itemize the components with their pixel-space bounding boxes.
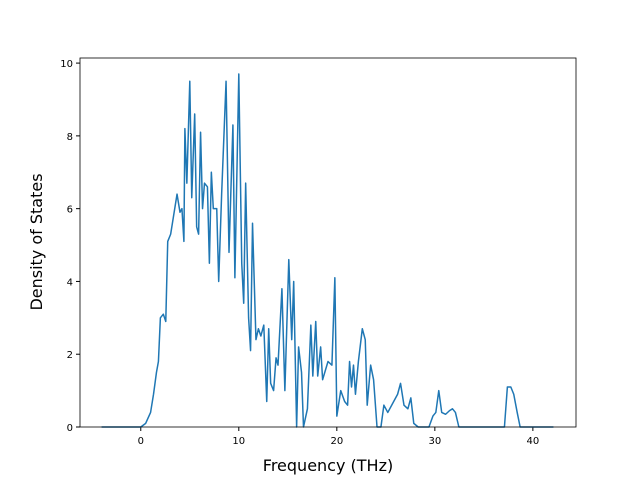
x-tick-label: 10 xyxy=(232,436,245,447)
y-tick-label: 0 xyxy=(67,423,73,434)
y-axis-label: Density of States xyxy=(27,173,46,310)
y-tick-label: 2 xyxy=(67,350,73,361)
x-axis-label: Frequency (THz) xyxy=(263,456,393,475)
data-line xyxy=(101,73,554,428)
plot-frame xyxy=(79,57,577,428)
y-tick-label: 4 xyxy=(67,277,73,288)
x-tick-label: 20 xyxy=(330,436,343,447)
x-tick-label: 0 xyxy=(138,436,144,447)
x-tick-label: 40 xyxy=(527,436,540,447)
y-tick-label: 6 xyxy=(67,205,73,216)
y-tick-label: 10 xyxy=(60,59,73,70)
x-tick-label: 30 xyxy=(428,436,441,447)
y-tick-label: 8 xyxy=(67,132,73,143)
